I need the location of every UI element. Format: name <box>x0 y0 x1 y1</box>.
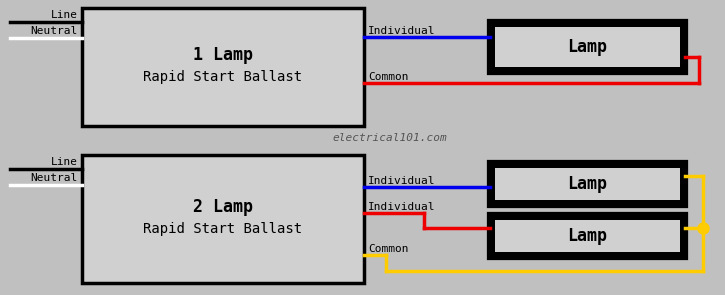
Bar <box>490 163 685 205</box>
Bar <box>495 27 680 67</box>
Bar <box>495 168 680 200</box>
Bar <box>82 155 364 283</box>
Text: Common: Common <box>368 244 408 254</box>
Bar <box>82 8 364 126</box>
Text: Lamp: Lamp <box>568 38 608 56</box>
Text: electrical101.com: electrical101.com <box>333 133 447 143</box>
Bar <box>495 220 680 252</box>
Text: Common: Common <box>368 72 408 82</box>
Text: Individual: Individual <box>368 176 436 186</box>
Text: 1 Lamp: 1 Lamp <box>193 46 253 64</box>
Text: Rapid Start Ballast: Rapid Start Ballast <box>144 222 302 236</box>
Text: Line: Line <box>51 10 78 20</box>
Bar <box>490 22 685 72</box>
Text: Neutral: Neutral <box>30 173 78 183</box>
Text: Lamp: Lamp <box>568 227 608 245</box>
Text: Lamp: Lamp <box>568 175 608 193</box>
Text: 2 Lamp: 2 Lamp <box>193 198 253 216</box>
Text: Rapid Start Ballast: Rapid Start Ballast <box>144 70 302 84</box>
Bar <box>490 215 685 257</box>
Text: Neutral: Neutral <box>30 26 78 36</box>
Text: Line: Line <box>51 157 78 167</box>
Text: Individual: Individual <box>368 26 436 36</box>
Text: Individual: Individual <box>368 202 436 212</box>
